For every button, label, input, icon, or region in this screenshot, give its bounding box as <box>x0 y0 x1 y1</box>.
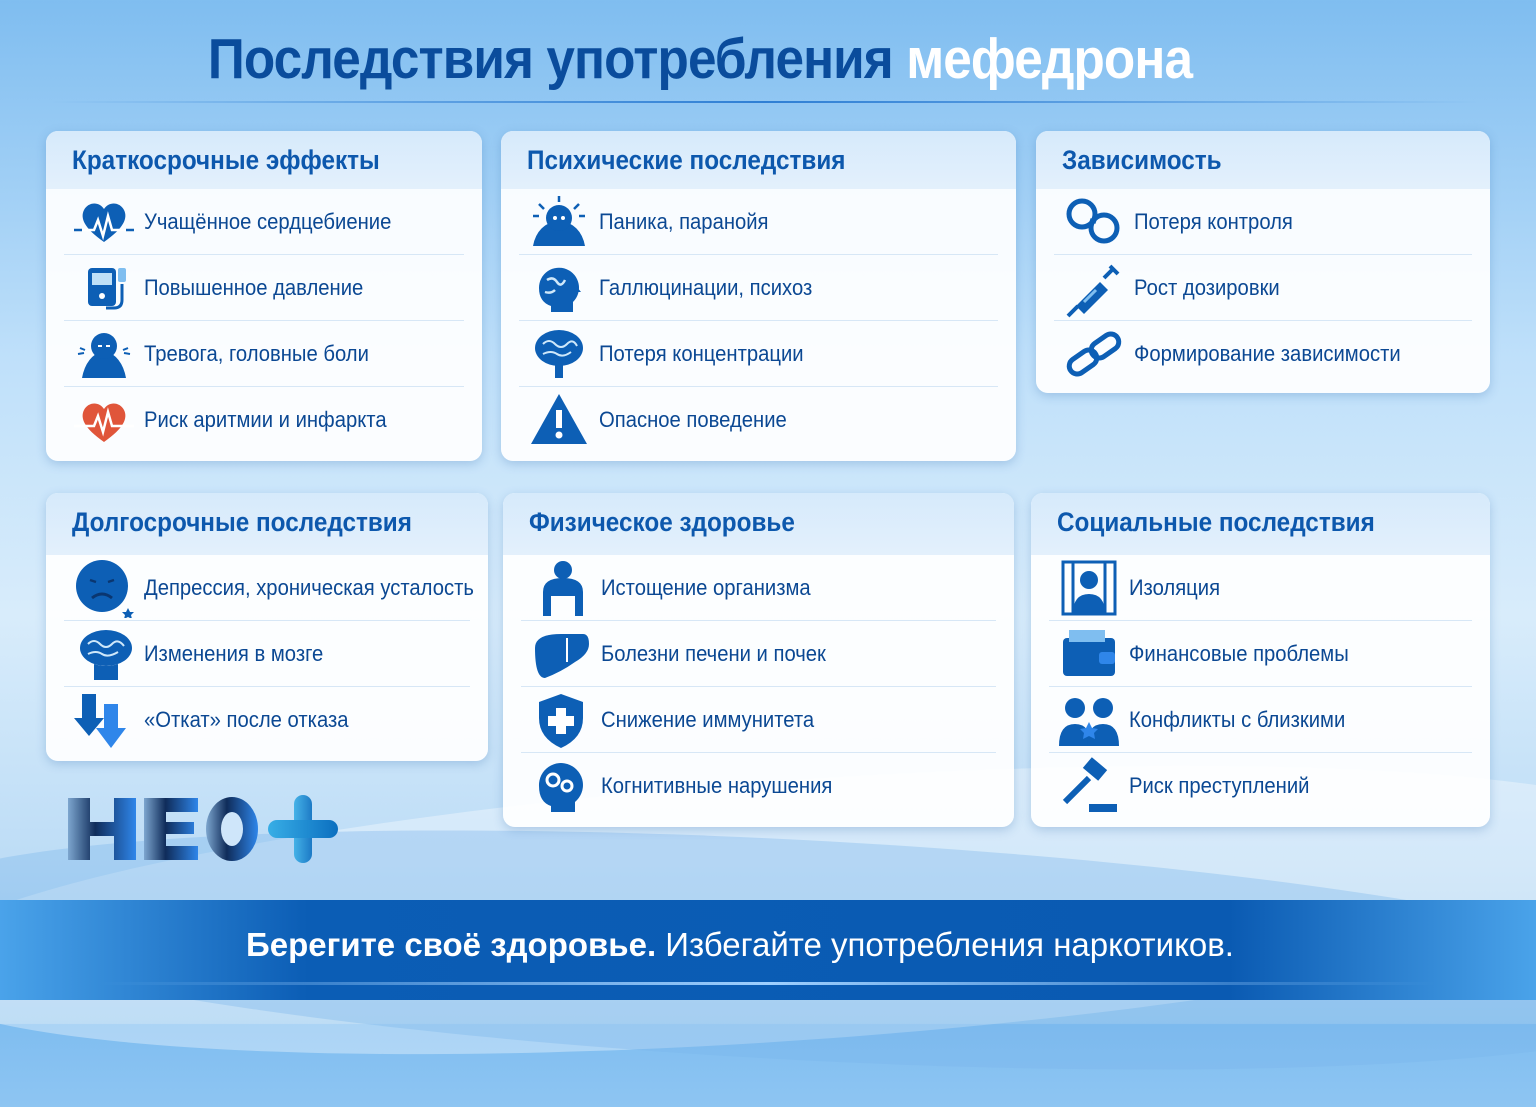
wallet-icon <box>1049 624 1129 684</box>
footer-slogan: Берегите своё здоровье. Избегайте употре… <box>246 926 1234 963</box>
list-item: Истощение организма <box>521 555 996 621</box>
list-item: Когнитивные нарушения <box>521 753 996 819</box>
warning-icon <box>519 390 599 450</box>
list-item: Изменения в мозге <box>64 621 470 687</box>
list-item: Рост дозировки <box>1054 255 1472 321</box>
card-title: Долгосрочные последствия <box>46 493 488 555</box>
item-label: Повышенное давление <box>144 274 364 300</box>
list-item: «Откат» после отказа <box>64 687 470 753</box>
chain-icon <box>1054 324 1134 384</box>
conflict-people-icon <box>1049 690 1129 750</box>
exhausted-person-icon <box>521 558 601 618</box>
list-item: Риск преступлений <box>1049 753 1472 819</box>
gavel-icon <box>1049 756 1129 816</box>
title-divider <box>50 101 1480 103</box>
list-item: Риск аритмии и инфаркта <box>64 387 464 453</box>
head-gears-icon <box>521 756 601 816</box>
item-label: Депрессия, хроническая усталость <box>144 574 474 600</box>
list-item: Тревога, головные боли <box>64 321 464 387</box>
card-title: Социальные последствия <box>1031 493 1490 555</box>
item-label: Потеря контроля <box>1134 208 1293 234</box>
card-addiction: Зависимость Потеря контроля Рост дозировки… <box>1036 131 1490 393</box>
item-label: Изменения в мозге <box>144 640 324 666</box>
blood-pressure-monitor-icon <box>64 258 144 318</box>
item-label: Формирование зависимости <box>1134 341 1401 366</box>
list-item: Формирование зависимости <box>1054 321 1472 387</box>
item-label: Опасное поведение <box>599 407 787 432</box>
list-item: Паника, паранойя <box>519 189 998 255</box>
item-label: «Откат» после отказа <box>144 707 349 732</box>
page-title: Последствия употребления мефедрона <box>207 27 1193 91</box>
card-title: Зависимость <box>1036 131 1490 189</box>
person-behind-bars-icon <box>1049 558 1129 618</box>
card-social: Социальные последствия Изоляция Финансовые… <box>1031 493 1490 827</box>
item-label: Конфликты с близкими <box>1129 706 1346 732</box>
headache-person-icon <box>64 324 144 384</box>
list-item: Потеря контроля <box>1054 189 1472 255</box>
item-label: Снижение иммунитета <box>601 706 815 732</box>
list-item: Финансовые проблемы <box>1049 621 1472 687</box>
card-title: Физическое здоровье <box>503 493 1014 555</box>
head-globe-icon <box>519 258 599 318</box>
shield-cross-icon <box>521 690 601 750</box>
card-title: Краткосрочные эффекты <box>46 131 482 189</box>
item-label: Болезни печени и почек <box>601 640 826 666</box>
item-label: Потеря концентрации <box>599 340 804 366</box>
list-item: Учащённое сердцебиение <box>64 189 464 255</box>
panic-person-icon <box>519 192 599 252</box>
list-item: Депрессия, хроническая усталость <box>64 555 474 621</box>
list-item: Опасное поведение <box>519 387 998 453</box>
card-title: Психические последствия <box>501 131 1016 189</box>
heart-pulse-red-icon <box>64 390 144 450</box>
sad-face-icon <box>64 558 144 618</box>
logo <box>66 790 341 870</box>
card-short-term: Краткосрочные эффекты Учащённое сердцебие… <box>46 131 482 461</box>
heart-pulse-icon <box>64 192 144 252</box>
item-label: Риск преступлений <box>1129 773 1310 798</box>
list-item: Конфликты с близкими <box>1049 687 1472 753</box>
item-label: Учащённое сердцебиение <box>144 208 392 234</box>
syringe-icon <box>1054 258 1134 318</box>
brain-icon <box>519 324 599 384</box>
list-item: Повышенное давление <box>64 255 464 321</box>
item-label: Когнитивные нарушения <box>601 773 833 798</box>
list-item: Потеря концентрации <box>519 321 998 387</box>
item-label: Галлюцинации, психоз <box>599 274 813 300</box>
item-label: Изоляция <box>1129 574 1221 600</box>
footer-divider <box>100 982 1436 985</box>
list-item: Болезни печени и почек <box>521 621 996 687</box>
arrows-down-icon <box>64 690 144 750</box>
card-physical: Физическое здоровье Истощение организма Бо… <box>503 493 1014 827</box>
card-mental: Психические последствия Паника, паранойя Г… <box>501 131 1016 461</box>
item-label: Истощение организма <box>601 574 811 600</box>
brain-head-icon <box>64 624 144 684</box>
item-label: Финансовые проблемы <box>1129 640 1349 666</box>
list-item: Галлюцинации, психоз <box>519 255 998 321</box>
liver-icon <box>521 624 601 684</box>
card-long-term: Долгосрочные последствия Депрессия, хрони… <box>46 493 488 761</box>
item-label: Рост дозировки <box>1134 274 1280 300</box>
list-item: Снижение иммунитета <box>521 687 996 753</box>
item-label: Риск аритмии и инфаркта <box>144 407 387 432</box>
list-item: Изоляция <box>1049 555 1472 621</box>
handcuffs-icon <box>1054 192 1134 252</box>
item-label: Паника, паранойя <box>599 208 769 234</box>
item-label: Тревога, головные боли <box>144 340 369 366</box>
